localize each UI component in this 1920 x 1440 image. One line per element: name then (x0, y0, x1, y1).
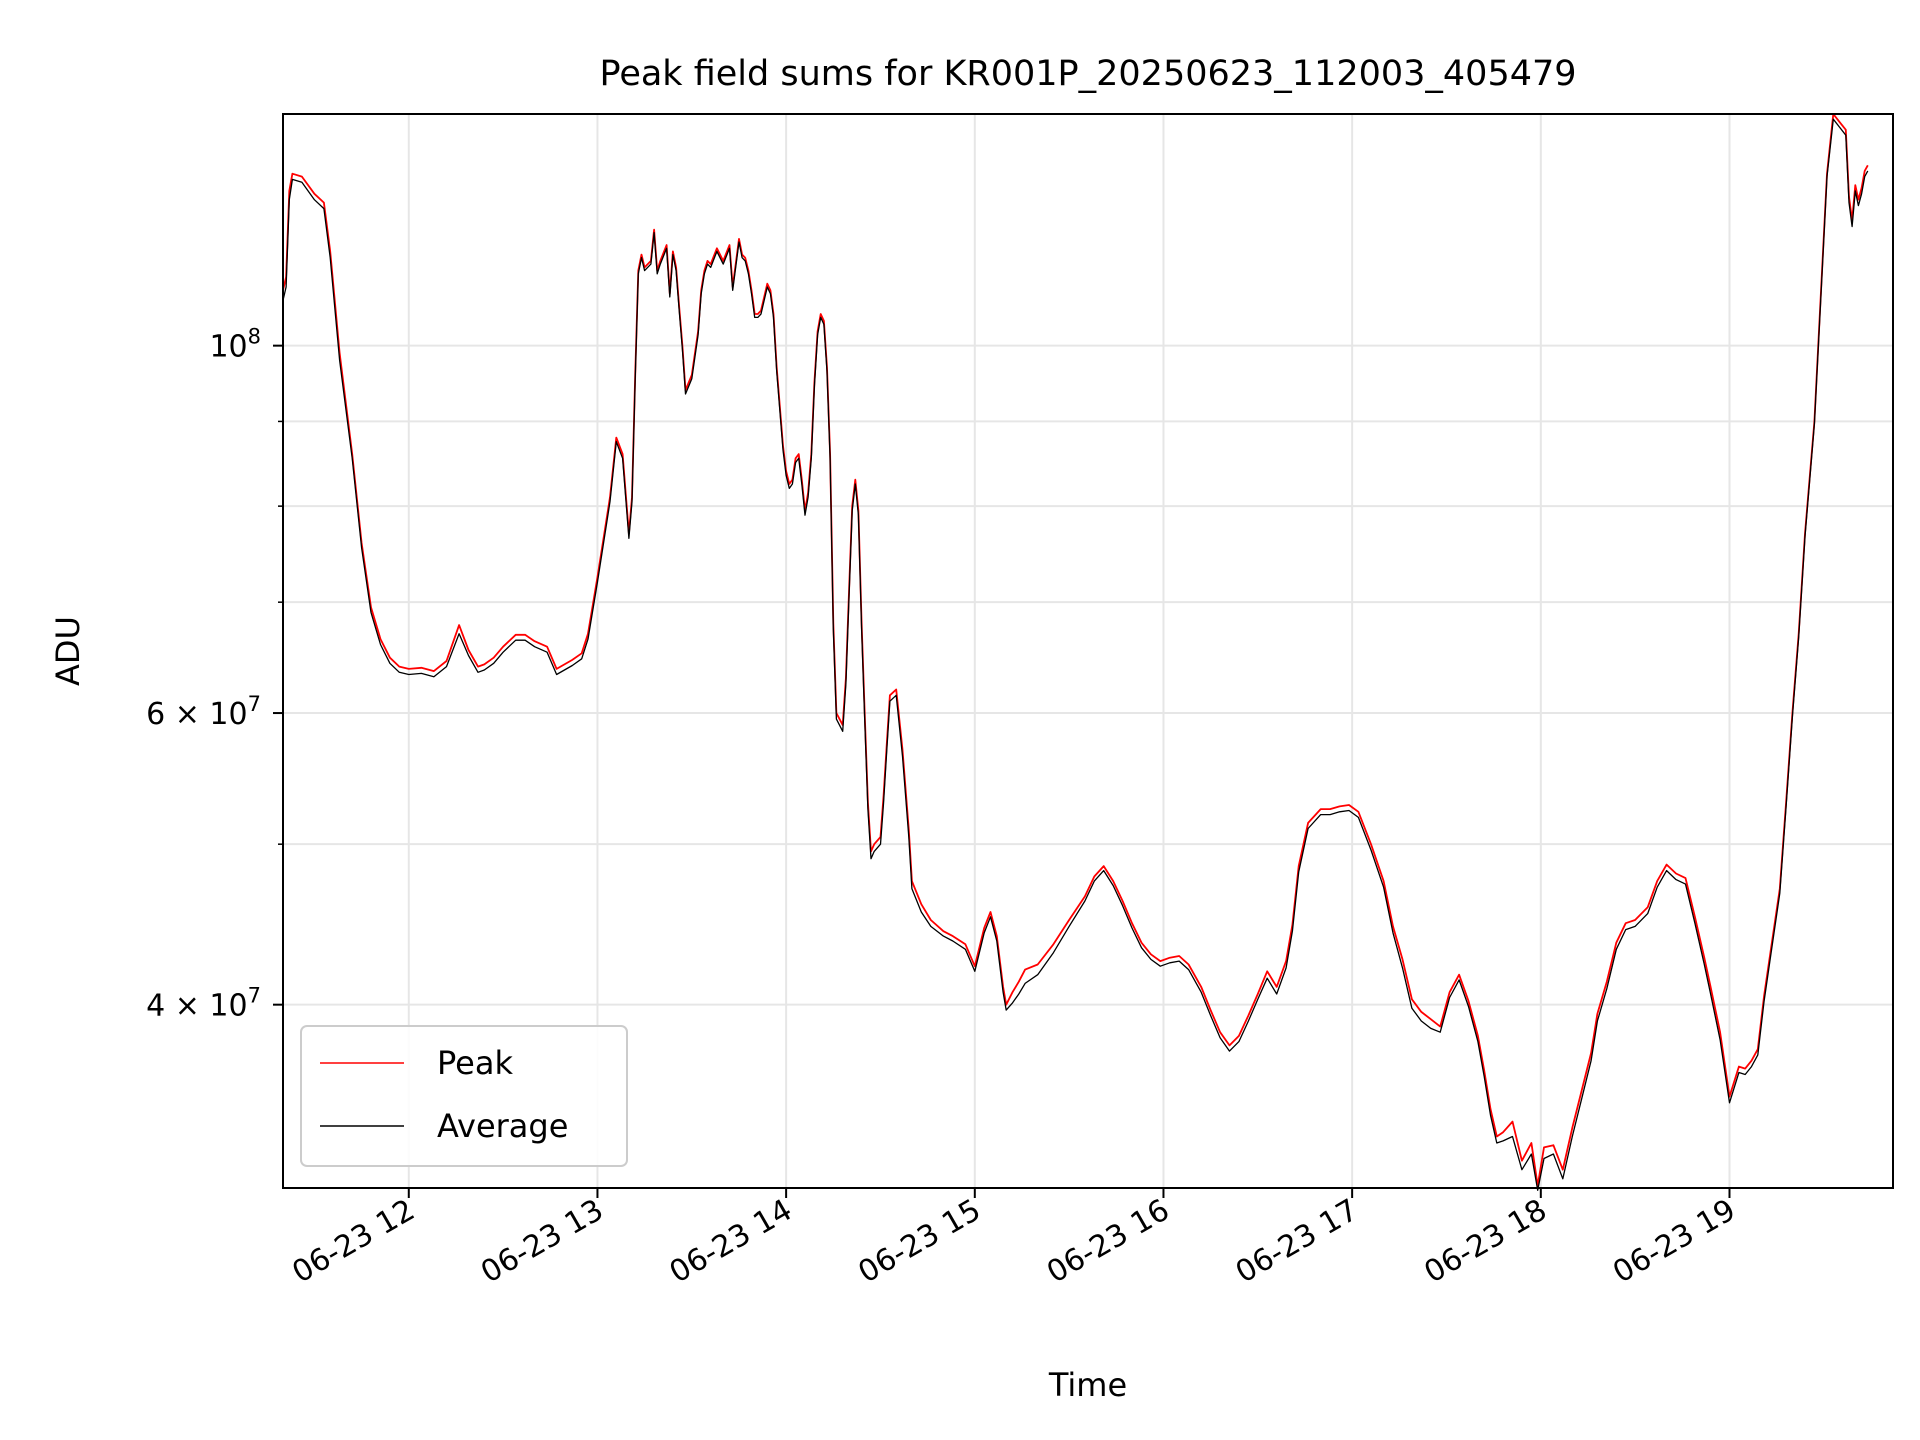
plot-frame (282, 113, 1894, 1189)
x-axis-label: Time (1048, 1366, 1127, 1404)
x-tick-label: 06-23 16 (1041, 1193, 1175, 1291)
grid-lines (283, 114, 1893, 1188)
y-tick-label-base: 4 × 10 (146, 989, 247, 1024)
legend: Peak Average (300, 1025, 628, 1167)
y-tick-label-exponent: 8 (248, 325, 261, 349)
x-tick-label: 06-23 17 (1230, 1193, 1364, 1291)
y-tick-label: 6 × 107 (146, 692, 261, 732)
y-tick-label: 108 (209, 325, 261, 365)
series-line-average (282, 118, 1869, 1191)
y-tick-label-exponent: 7 (248, 984, 261, 1008)
y-axis-label: ADU (49, 616, 87, 686)
legend-peak-label: Peak (437, 1044, 513, 1082)
series-line-peak (282, 113, 1869, 1187)
legend-average-label: Average (437, 1107, 568, 1145)
x-tick-label: 06-23 15 (852, 1193, 986, 1291)
plot-series (282, 113, 1869, 1191)
y-tick-label-base: 6 × 10 (146, 697, 247, 732)
x-tick-label: 06-23 14 (664, 1193, 798, 1291)
y-tick-label-base: 10 (209, 330, 247, 365)
y-tick-label: 4 × 107 (146, 984, 261, 1024)
legend-box (300, 1025, 628, 1167)
y-tick-label-exponent: 7 (248, 692, 261, 716)
x-tick-label: 06-23 13 (475, 1193, 609, 1291)
chart-title: Peak field sums for KR001P_20250623_1120… (599, 54, 1576, 94)
x-tick-label: 06-23 19 (1607, 1193, 1741, 1291)
x-tick-label: 06-23 18 (1418, 1193, 1552, 1291)
x-axis: 06-23 12 06-23 13 06-23 14 06-23 15 06-23 16… (286, 1188, 1741, 1290)
x-tick-label: 06-23 12 (286, 1193, 420, 1291)
